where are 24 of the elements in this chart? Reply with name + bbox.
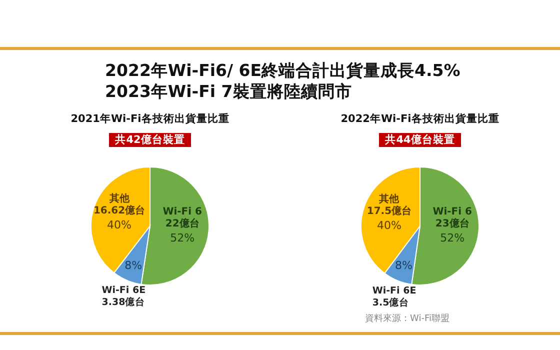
text: 2022年Wi-Fi6/ 6E終端合計出貨量成長4.5% 2023年Wi-Fi 7裝置將陸續問市 [105,60,460,102]
slice-label: Wi-Fi 6E [372,285,416,296]
slice-label: Wi-Fi 6 [162,206,202,218]
slice-label: Wi-Fi 6E [102,285,146,296]
source-note: 資料來源：Wi-Fi聯盟 [365,312,450,325]
slice-label: 其他 [378,192,400,205]
data-label: 22億台 [165,217,200,230]
chart-subtitle: 2021年Wi-Fi各技術出貨量比重 [70,112,230,127]
data-label: 16.62億台 [93,204,146,217]
text: 8% [124,259,142,272]
text: 40% [376,218,402,232]
text: 52% [440,231,465,244]
slice-label: 其他 [108,192,130,205]
text: 40% [107,218,132,232]
chart-subtitle: 2022年Wi-Fi各技術出貨量比重 [340,112,500,127]
text: 52% [170,231,195,244]
data-label: 3.5億台 [372,296,410,308]
slice-label: Wi-Fi 6 [432,206,472,218]
text: 共42億台裝置 [109,133,191,147]
data-label: 23億台 [435,217,470,230]
data-label: 3.38億台 [102,296,146,308]
text: 8% [395,259,412,272]
data-label: 17.5億台 [366,204,412,217]
text: 共44億台裝置 [379,133,461,147]
